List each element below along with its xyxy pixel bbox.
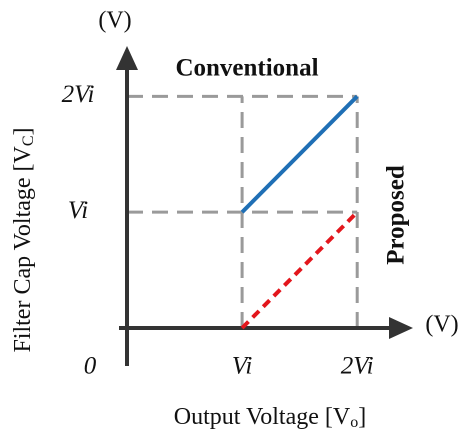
y-label-sub: C [20, 135, 37, 146]
series-line [240, 94, 359, 214]
y-label-text: Filter Cap Voltage [V [10, 145, 36, 352]
x-label: Output Voltage [Vo] [174, 404, 366, 431]
series-line [240, 210, 359, 330]
y-tick-label: 2Vi [62, 81, 95, 108]
x-label-sub: o [350, 414, 358, 431]
y-tick-label: Vi [68, 197, 88, 224]
series-label: Proposed [383, 165, 410, 265]
y-axis-arrow [116, 46, 138, 70]
x-label-text: Output Voltage [V [174, 404, 351, 430]
x-label-end: ] [358, 404, 366, 430]
series-label: Conventional [175, 55, 318, 82]
y-unit: (V) [98, 8, 131, 34]
x-tick-label: 2Vi [341, 353, 374, 380]
y-label: Filter Cap Voltage [VC] [10, 127, 37, 352]
x-tick-label: Vi [232, 353, 252, 380]
x-axis-arrow [389, 317, 413, 339]
x-tick-label: 0 [84, 353, 97, 380]
x-unit: (V) [425, 312, 458, 338]
y-label-end: ] [10, 127, 36, 135]
